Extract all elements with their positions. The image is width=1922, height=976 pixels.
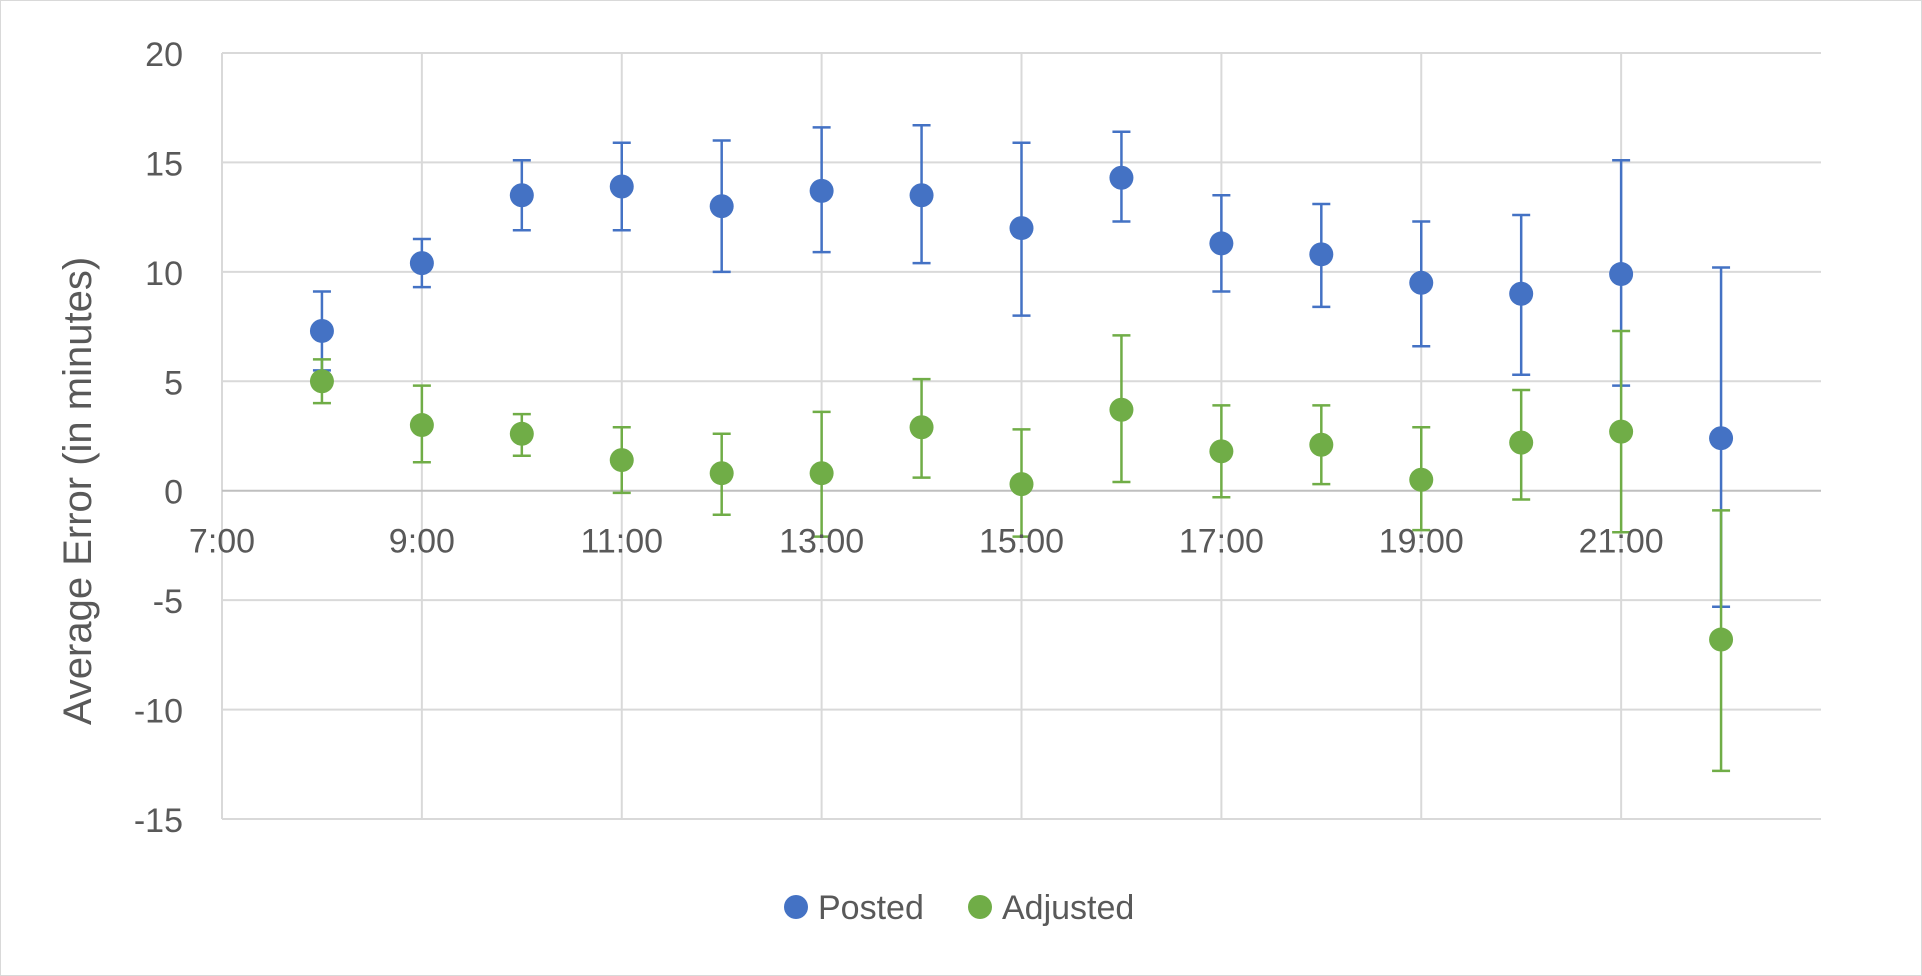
y-tick-label: -5 [153, 583, 183, 621]
point-posted [709, 194, 734, 219]
point-posted [1409, 270, 1434, 295]
x-tick-label: 9:00 [389, 523, 455, 561]
point-adjusted [1109, 397, 1134, 422]
point-posted [509, 183, 534, 208]
y-tick-label: 5 [164, 364, 183, 402]
axis-labels: 20 15 10 5 0 -5 -10 -15 7:00 9:00 11:00 13:00 15:00 1… [134, 36, 1664, 840]
x-tick-label: 17:00 [1179, 523, 1264, 561]
point-adjusted [1209, 439, 1234, 464]
point-posted [609, 174, 634, 199]
point-adjusted [1409, 467, 1434, 492]
legend-marker-adjusted [968, 895, 992, 919]
point-adjusted [709, 461, 734, 486]
y-tick-label: 15 [145, 145, 183, 183]
point-adjusted [1509, 430, 1534, 455]
y-tick-label: -10 [134, 693, 183, 731]
point-adjusted [1709, 627, 1734, 652]
x-tick-label: 21:00 [1579, 523, 1664, 561]
point-posted [1609, 262, 1634, 287]
point-adjusted [909, 415, 934, 440]
point-adjusted [1609, 419, 1634, 444]
point-adjusted [609, 448, 634, 473]
x-tick-label: 7:00 [189, 523, 255, 561]
y-tick-label: -15 [134, 802, 183, 840]
point-posted [1209, 231, 1234, 256]
x-tick-label: 15:00 [979, 523, 1064, 561]
x-tick-label: 19:00 [1379, 523, 1464, 561]
y-tick-label: 0 [164, 474, 183, 512]
x-tick-label: 11:00 [580, 523, 663, 561]
point-adjusted [1009, 472, 1034, 497]
legend: Posted Adjusted [784, 889, 1134, 927]
point-adjusted [509, 421, 534, 446]
point-posted [1109, 165, 1134, 190]
point-posted [1009, 216, 1034, 241]
x-tick-label: 13:00 [779, 523, 864, 561]
point-posted [309, 318, 334, 343]
point-posted [1709, 426, 1734, 451]
data-points [309, 165, 1734, 652]
point-posted [909, 183, 934, 208]
y-axis-title: Average Error (in minutes) [56, 257, 100, 725]
point-posted [409, 251, 434, 276]
point-posted [1509, 281, 1534, 306]
point-posted [1309, 242, 1334, 267]
point-adjusted [309, 369, 334, 394]
legend-marker-posted [784, 895, 808, 919]
y-tick-label: 20 [145, 36, 183, 74]
point-adjusted [409, 413, 434, 438]
y-tick-label: 10 [145, 255, 183, 293]
legend-label-posted: Posted [818, 889, 924, 927]
point-adjusted [809, 461, 834, 486]
legend-label-adjusted: Adjusted [1002, 889, 1134, 927]
point-posted [809, 178, 834, 203]
point-adjusted [1309, 432, 1334, 457]
